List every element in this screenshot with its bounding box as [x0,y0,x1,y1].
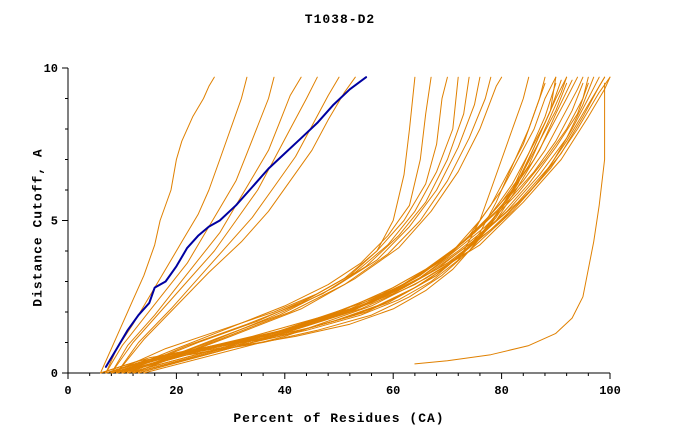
x-tick-label: 40 [278,384,292,398]
model-curve [132,76,606,374]
model-curve [414,82,606,365]
x-tick-label: 0 [64,384,71,398]
model-curve [127,76,595,374]
model-curve [110,82,568,374]
model-curve [116,76,356,374]
model-curve [121,82,584,374]
x-tick-label: 60 [386,384,400,398]
model-curve [116,76,432,374]
model-curve [105,76,546,374]
model-curve [105,76,248,374]
model-curve [132,76,503,374]
model-curve [127,76,481,374]
y-tick-label: 10 [44,62,58,76]
model-curve [132,76,600,374]
model-curve [116,76,584,374]
model-curve [110,76,318,374]
model-curve [127,82,589,374]
model-curve [138,76,611,374]
model-curve [105,82,557,374]
x-tick-label: 20 [169,384,183,398]
x-axis-label: Percent of Residues (CA) [233,411,445,426]
model-curve [116,76,568,374]
model-curve [138,76,606,374]
model-curve [116,76,340,374]
model-curve [100,76,215,374]
model-curve [121,76,459,374]
chart-title: T1038-D2 [304,12,376,27]
model-curve [121,79,573,374]
model-curve [116,76,578,374]
model-curve [110,76,302,374]
x-tick-label: 100 [599,384,621,398]
model-curve [110,76,416,374]
y-tick-label: 0 [51,367,58,381]
model-curve [121,76,448,374]
model-curve [105,76,275,374]
model-curve [132,76,492,374]
model-curve [143,76,611,374]
highlighted-model-curve [104,76,368,368]
model-curve [110,76,568,374]
y-tick-label: 5 [51,215,58,229]
x-tick-label: 80 [494,384,508,398]
